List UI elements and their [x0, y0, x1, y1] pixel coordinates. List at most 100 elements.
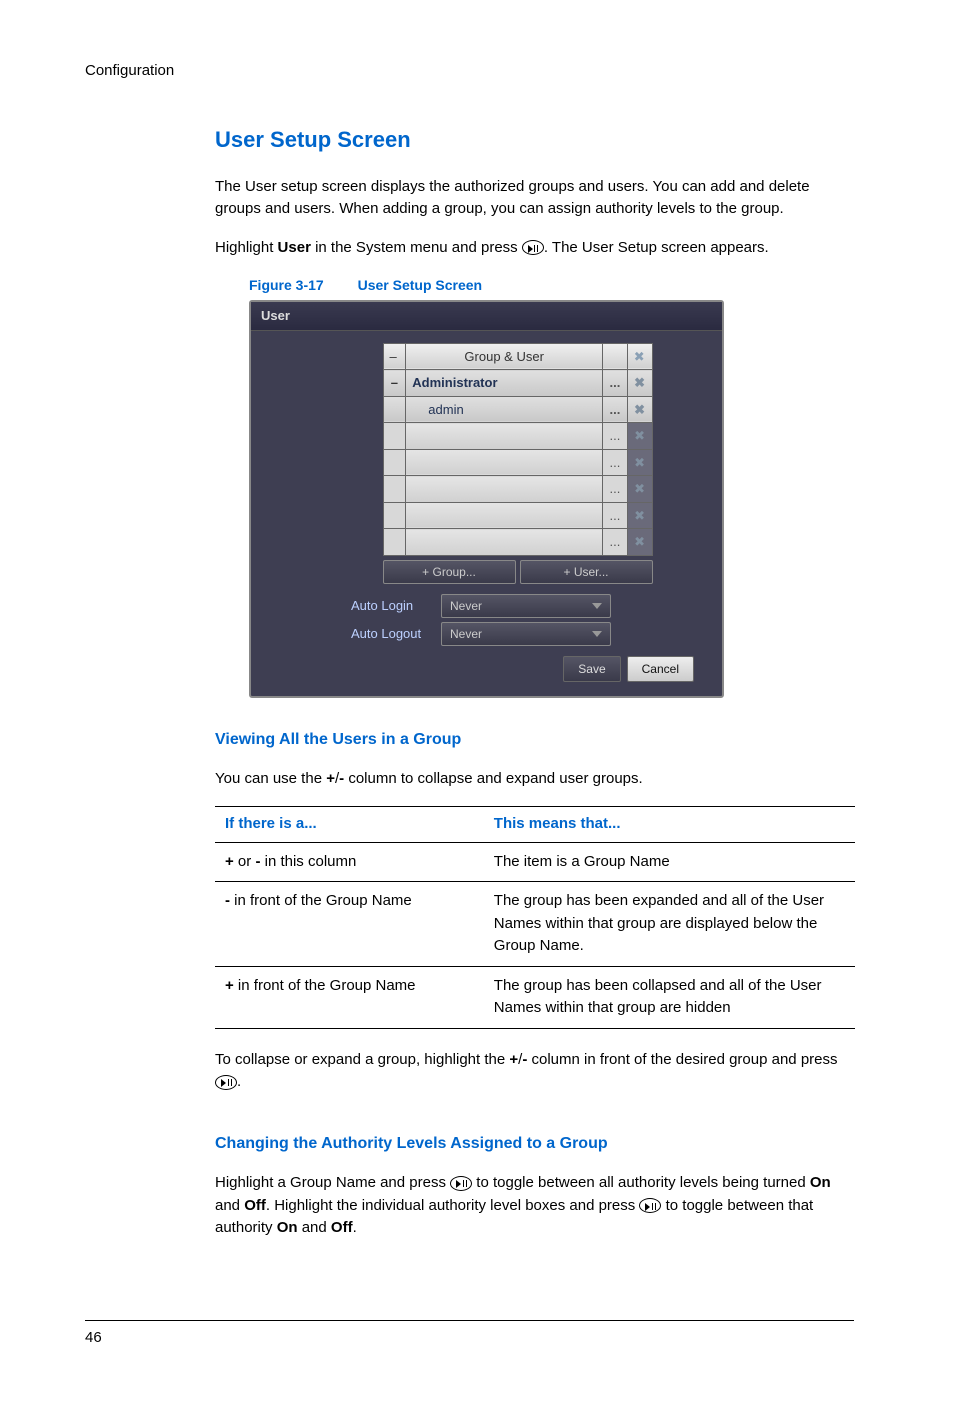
figure-title: User Setup Screen — [358, 277, 483, 293]
plus-symbol: + — [225, 977, 234, 994]
cfg-cell[interactable]: ... — [603, 529, 628, 556]
text: in front of the Group Name — [234, 977, 416, 994]
auto-login-section: Auto Login Never Auto Logout Never — [351, 594, 704, 646]
name-cell: Administrator — [406, 370, 603, 397]
plus-symbol: + — [509, 1051, 518, 1068]
dialog-footer-buttons: Save Cancel — [331, 656, 704, 682]
text: and — [298, 1219, 331, 1236]
name-cell — [406, 529, 603, 556]
table-row: - in front of the Group Name The group h… — [215, 882, 855, 967]
cfg-cell[interactable]: ... — [603, 502, 628, 529]
cell: + or - in this column — [215, 842, 484, 882]
text: Highlight — [215, 239, 278, 256]
on-bold: On — [810, 1174, 831, 1191]
name-cell — [406, 449, 603, 476]
del-cell[interactable]: ✖ — [627, 423, 652, 450]
cell: - in front of the Group Name — [215, 882, 484, 967]
plus-minus-text: You can use the +/- column to collapse a… — [215, 768, 854, 791]
cfg-cell[interactable]: ... — [603, 396, 628, 423]
auto-logout-row: Auto Logout Never — [351, 622, 611, 646]
off-bold: Off — [331, 1219, 353, 1236]
name-cell — [406, 423, 603, 450]
table-header-row: – Group & User ✖ — [383, 343, 652, 370]
auto-logout-value: Never — [450, 625, 482, 643]
table-header-row: If there is a... This means that... — [215, 807, 855, 843]
cfg-header — [603, 343, 628, 370]
text: or — [234, 853, 256, 870]
dialog-body: – Group & User ✖ – Administrator ... ✖ a… — [251, 331, 722, 696]
toggle-cell[interactable] — [383, 502, 406, 529]
add-group-button[interactable]: + Group... — [383, 560, 516, 584]
cell: The item is a Group Name — [484, 842, 855, 882]
text: and — [215, 1197, 244, 1214]
toggle-cell[interactable] — [383, 396, 406, 423]
add-user-button[interactable]: + User... — [520, 560, 653, 584]
table-row[interactable]: ... ✖ — [383, 476, 652, 503]
play-pause-icon — [522, 240, 544, 255]
highlight-instruction: Highlight User in the System menu and pr… — [215, 237, 854, 260]
text: column to collapse and expand user group… — [344, 770, 643, 787]
toggle-cell[interactable] — [383, 449, 406, 476]
table-row: + or - in this column The item is a Grou… — [215, 842, 855, 882]
footer-rule — [85, 1320, 854, 1321]
name-cell — [406, 502, 603, 529]
table-row[interactable]: ... ✖ — [383, 529, 652, 556]
cell: + in front of the Group Name — [215, 966, 484, 1028]
page-number: 46 — [85, 1327, 854, 1350]
on-bold: On — [277, 1219, 298, 1236]
text: To collapse or expand a group, highlight… — [215, 1051, 509, 1068]
text: in front of the Group Name — [230, 892, 412, 909]
table-row[interactable]: ... ✖ — [383, 423, 652, 450]
name-cell — [406, 476, 603, 503]
toggle-header[interactable]: – — [383, 343, 406, 370]
toggle-cell[interactable] — [383, 476, 406, 503]
toggle-cell[interactable]: – — [383, 370, 406, 397]
toggle-cell[interactable] — [383, 423, 406, 450]
cfg-cell[interactable]: ... — [603, 449, 628, 476]
cfg-cell[interactable]: ... — [603, 423, 628, 450]
figure-caption: Figure 3-17 User Setup Screen — [249, 275, 854, 296]
auto-login-dropdown[interactable]: Never — [441, 594, 611, 618]
del-cell[interactable]: ✖ — [627, 449, 652, 476]
auto-logout-dropdown[interactable]: Never — [441, 622, 611, 646]
auto-login-label: Auto Login — [351, 596, 441, 616]
cfg-cell[interactable]: ... — [603, 370, 628, 397]
table-row: + in front of the Group Name The group h… — [215, 966, 855, 1028]
text: in this column — [260, 853, 356, 870]
del-cell[interactable]: ✖ — [627, 502, 652, 529]
cfg-cell[interactable]: ... — [603, 476, 628, 503]
table-row[interactable]: – Administrator ... ✖ — [383, 370, 652, 397]
authority-paragraph: Highlight a Group Name and press to togg… — [215, 1172, 854, 1240]
group-user-header: Group & User — [406, 343, 603, 370]
viewing-users-title: Viewing All the Users in a Group — [215, 728, 854, 752]
toggle-cell[interactable] — [383, 529, 406, 556]
del-cell[interactable]: ✖ — [627, 529, 652, 556]
table-row[interactable]: admin ... ✖ — [383, 396, 652, 423]
save-button[interactable]: Save — [563, 656, 620, 682]
text: in the System menu and press — [311, 239, 522, 256]
table-row[interactable]: ... ✖ — [383, 502, 652, 529]
del-cell[interactable]: ✖ — [627, 396, 652, 423]
text: You can use the — [215, 770, 326, 787]
text: column in front of the desired group and… — [527, 1051, 837, 1068]
text: . Highlight the individual authority lev… — [266, 1197, 640, 1214]
user-dialog: User – Group & User ✖ – Administrator ..… — [249, 300, 724, 698]
chevron-down-icon — [592, 603, 602, 609]
text: . The User Setup screen appears. — [544, 239, 769, 256]
text: . — [237, 1073, 241, 1090]
del-cell[interactable]: ✖ — [627, 370, 652, 397]
play-pause-icon — [450, 1176, 472, 1191]
plus-symbol: + — [225, 853, 234, 870]
text: to toggle between all authority levels b… — [472, 1174, 810, 1191]
add-buttons-row: + Group... + User... — [383, 560, 653, 584]
cancel-button[interactable]: Cancel — [627, 656, 694, 682]
section-title: User Setup Screen — [215, 123, 854, 156]
changing-authority-title: Changing the Authority Levels Assigned t… — [215, 1132, 854, 1156]
plus-symbol: + — [326, 770, 335, 787]
del-cell[interactable]: ✖ — [627, 476, 652, 503]
off-bold: Off — [244, 1197, 266, 1214]
meaning-table: If there is a... This means that... + or… — [215, 806, 855, 1029]
name-cell: admin — [406, 396, 603, 423]
text: . — [353, 1219, 357, 1236]
table-row[interactable]: ... ✖ — [383, 449, 652, 476]
